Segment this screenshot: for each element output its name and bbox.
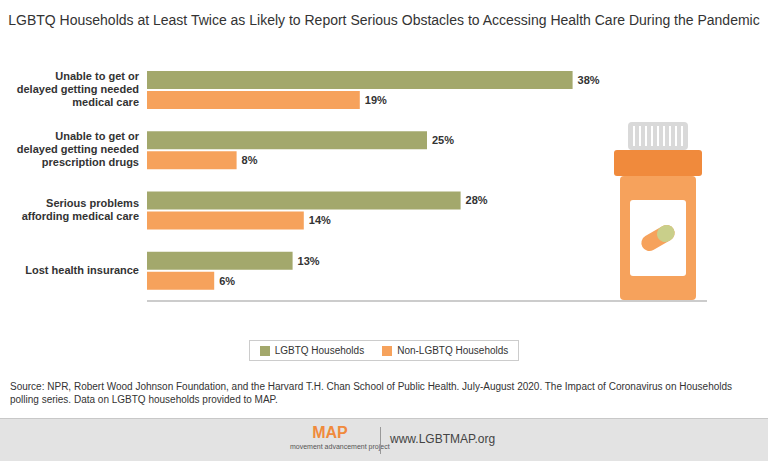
html-text:Source: NPR, Robert Wood Johns: Source: NPR, Robert Wood Johnson Foundat… [10,381,733,405]
svg-text:6%: 6% [219,275,235,287]
svg-text:14%: 14% [309,214,331,226]
svg-text:Unable to get ordelayed gettin: Unable to get ordelayed getting neededme… [17,70,140,108]
html-text:www.LGBTMAP.org: www.LGBTMAP.org [390,432,496,446]
svg-text:Lost health insurance: Lost health insurance [25,264,139,276]
svg-text:19%: 19% [365,94,387,106]
svg-text:25%: 25% [432,134,454,146]
html-text:LGBTQ Households: LGBTQ Households [274,345,365,356]
svg-text:38%: 38% [578,74,600,86]
svg-text:8%: 8% [242,154,258,166]
svg-text:Serious problemsaffording medi: Serious problemsaffording medical care [22,197,139,222]
svg-text:13%: 13% [298,255,320,267]
svg-text:Unable to get ordelayed gettin: Unable to get ordelayed getting neededpr… [17,130,140,168]
svg-text:28%: 28% [466,194,488,206]
html-text:MAP: MAP [312,424,348,441]
html-text:movement advancement project: movement advancement project [290,443,390,450]
html-text:LGBTQ Households at Least Twic: LGBTQ Households at Least Twice as Likel… [8,12,760,28]
html-text:Non-LGBTQ Households: Non-LGBTQ Households [397,345,509,356]
